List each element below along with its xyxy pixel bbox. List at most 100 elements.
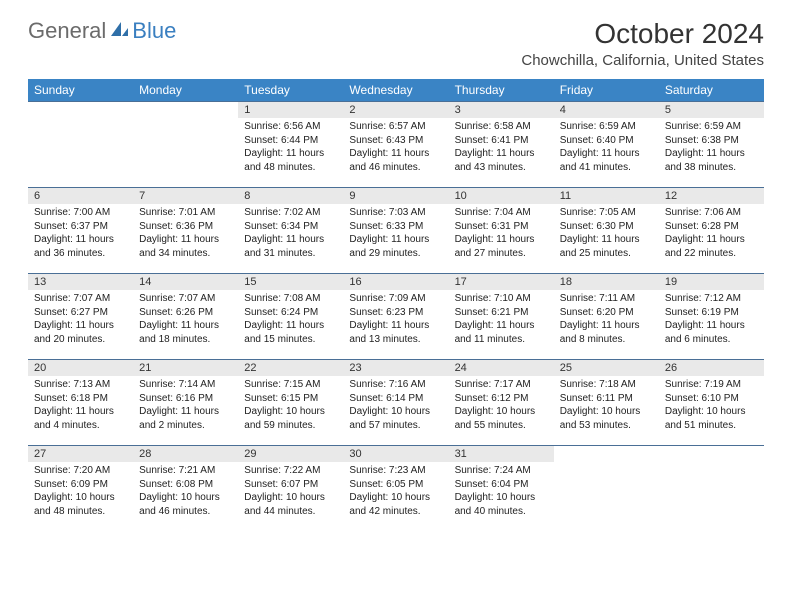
daylight-text: Daylight: 11 hours: [139, 319, 232, 333]
sunset-text: Sunset: 6:12 PM: [455, 392, 548, 406]
calendar-cell: 5Sunrise: 6:59 AMSunset: 6:38 PMDaylight…: [659, 101, 764, 187]
day-number: 8: [238, 187, 343, 204]
daylight-text: and 48 minutes.: [244, 161, 337, 175]
daylight-text: Daylight: 10 hours: [455, 491, 548, 505]
day-number: 4: [554, 101, 659, 118]
calendar-cell: 30Sunrise: 7:23 AMSunset: 6:05 PMDayligh…: [343, 445, 448, 531]
sunset-text: Sunset: 6:24 PM: [244, 306, 337, 320]
day-number: 30: [343, 445, 448, 462]
calendar-cell: 1Sunrise: 6:56 AMSunset: 6:44 PMDaylight…: [238, 101, 343, 187]
sunset-text: Sunset: 6:15 PM: [244, 392, 337, 406]
day-header: Wednesday: [343, 79, 448, 101]
day-details: Sunrise: 7:07 AMSunset: 6:27 PMDaylight:…: [28, 290, 133, 350]
daylight-text: Daylight: 10 hours: [665, 405, 758, 419]
daylight-text: Daylight: 11 hours: [349, 233, 442, 247]
calendar-cell: 17Sunrise: 7:10 AMSunset: 6:21 PMDayligh…: [449, 273, 554, 359]
day-details: Sunrise: 7:19 AMSunset: 6:10 PMDaylight:…: [659, 376, 764, 436]
daylight-text: Daylight: 11 hours: [349, 319, 442, 333]
daylight-text: and 46 minutes.: [139, 505, 232, 519]
sunset-text: Sunset: 6:30 PM: [560, 220, 653, 234]
day-details: Sunrise: 7:22 AMSunset: 6:07 PMDaylight:…: [238, 462, 343, 522]
daylight-text: Daylight: 11 hours: [560, 319, 653, 333]
calendar-cell: 26Sunrise: 7:19 AMSunset: 6:10 PMDayligh…: [659, 359, 764, 445]
day-number: 12: [659, 187, 764, 204]
calendar-cell: 2Sunrise: 6:57 AMSunset: 6:43 PMDaylight…: [343, 101, 448, 187]
sunrise-text: Sunrise: 7:19 AM: [665, 378, 758, 392]
day-number-empty: [133, 101, 238, 118]
day-number: 19: [659, 273, 764, 290]
sunrise-text: Sunrise: 7:01 AM: [139, 206, 232, 220]
sunset-text: Sunset: 6:16 PM: [139, 392, 232, 406]
sunrise-text: Sunrise: 7:02 AM: [244, 206, 337, 220]
day-number: 10: [449, 187, 554, 204]
daylight-text: Daylight: 11 hours: [139, 405, 232, 419]
day-details: Sunrise: 7:21 AMSunset: 6:08 PMDaylight:…: [133, 462, 238, 522]
daylight-text: Daylight: 10 hours: [560, 405, 653, 419]
daylight-text: Daylight: 11 hours: [244, 319, 337, 333]
daylight-text: Daylight: 10 hours: [244, 491, 337, 505]
day-details: Sunrise: 7:15 AMSunset: 6:15 PMDaylight:…: [238, 376, 343, 436]
daylight-text: Daylight: 11 hours: [244, 147, 337, 161]
logo: General Blue: [28, 18, 176, 44]
daylight-text: and 20 minutes.: [34, 333, 127, 347]
sunrise-text: Sunrise: 7:14 AM: [139, 378, 232, 392]
day-number: 7: [133, 187, 238, 204]
sunrise-text: Sunrise: 7:21 AM: [139, 464, 232, 478]
sunset-text: Sunset: 6:23 PM: [349, 306, 442, 320]
daylight-text: and 25 minutes.: [560, 247, 653, 261]
day-number: 31: [449, 445, 554, 462]
sunset-text: Sunset: 6:21 PM: [455, 306, 548, 320]
day-details: Sunrise: 7:06 AMSunset: 6:28 PMDaylight:…: [659, 204, 764, 264]
calendar-week-row: 20Sunrise: 7:13 AMSunset: 6:18 PMDayligh…: [28, 359, 764, 445]
sunrise-text: Sunrise: 6:57 AM: [349, 120, 442, 134]
sunrise-text: Sunrise: 7:05 AM: [560, 206, 653, 220]
daylight-text: Daylight: 10 hours: [349, 491, 442, 505]
calendar-cell: 29Sunrise: 7:22 AMSunset: 6:07 PMDayligh…: [238, 445, 343, 531]
day-number: 5: [659, 101, 764, 118]
sunrise-text: Sunrise: 7:00 AM: [34, 206, 127, 220]
day-number: 6: [28, 187, 133, 204]
sunrise-text: Sunrise: 7:08 AM: [244, 292, 337, 306]
day-number: 21: [133, 359, 238, 376]
daylight-text: and 53 minutes.: [560, 419, 653, 433]
day-details: Sunrise: 6:59 AMSunset: 6:38 PMDaylight:…: [659, 118, 764, 178]
calendar-cell: 18Sunrise: 7:11 AMSunset: 6:20 PMDayligh…: [554, 273, 659, 359]
day-number: 23: [343, 359, 448, 376]
calendar-cell: 13Sunrise: 7:07 AMSunset: 6:27 PMDayligh…: [28, 273, 133, 359]
day-number: 14: [133, 273, 238, 290]
daylight-text: and 57 minutes.: [349, 419, 442, 433]
sunset-text: Sunset: 6:34 PM: [244, 220, 337, 234]
calendar-cell: [554, 445, 659, 531]
calendar-cell: 20Sunrise: 7:13 AMSunset: 6:18 PMDayligh…: [28, 359, 133, 445]
day-number: 20: [28, 359, 133, 376]
daylight-text: and 6 minutes.: [665, 333, 758, 347]
daylight-text: Daylight: 10 hours: [349, 405, 442, 419]
day-header: Monday: [133, 79, 238, 101]
day-header: Tuesday: [238, 79, 343, 101]
daylight-text: Daylight: 10 hours: [34, 491, 127, 505]
daylight-text: and 31 minutes.: [244, 247, 337, 261]
day-number: 9: [343, 187, 448, 204]
day-header: Friday: [554, 79, 659, 101]
daylight-text: Daylight: 11 hours: [349, 147, 442, 161]
day-details: Sunrise: 7:12 AMSunset: 6:19 PMDaylight:…: [659, 290, 764, 350]
daylight-text: and 22 minutes.: [665, 247, 758, 261]
daylight-text: and 34 minutes.: [139, 247, 232, 261]
day-details: Sunrise: 7:14 AMSunset: 6:16 PMDaylight:…: [133, 376, 238, 436]
day-details: Sunrise: 7:08 AMSunset: 6:24 PMDaylight:…: [238, 290, 343, 350]
daylight-text: and 2 minutes.: [139, 419, 232, 433]
daylight-text: Daylight: 10 hours: [244, 405, 337, 419]
day-header: Thursday: [449, 79, 554, 101]
sunrise-text: Sunrise: 6:58 AM: [455, 120, 548, 134]
daylight-text: Daylight: 10 hours: [455, 405, 548, 419]
daylight-text: and 40 minutes.: [455, 505, 548, 519]
calendar-cell: 6Sunrise: 7:00 AMSunset: 6:37 PMDaylight…: [28, 187, 133, 273]
daylight-text: and 59 minutes.: [244, 419, 337, 433]
day-number: 28: [133, 445, 238, 462]
daylight-text: and 46 minutes.: [349, 161, 442, 175]
daylight-text: and 48 minutes.: [34, 505, 127, 519]
sunrise-text: Sunrise: 7:11 AM: [560, 292, 653, 306]
calendar-cell: 15Sunrise: 7:08 AMSunset: 6:24 PMDayligh…: [238, 273, 343, 359]
sunrise-text: Sunrise: 7:09 AM: [349, 292, 442, 306]
sunrise-text: Sunrise: 7:03 AM: [349, 206, 442, 220]
